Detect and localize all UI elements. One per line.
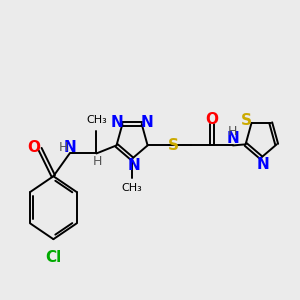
Text: H: H: [58, 141, 68, 154]
Text: N: N: [226, 131, 239, 146]
Text: N: N: [141, 115, 153, 130]
Text: O: O: [27, 140, 40, 155]
Text: N: N: [111, 115, 124, 130]
Text: N: N: [127, 158, 140, 173]
Text: N: N: [63, 140, 76, 155]
Text: H: H: [93, 154, 103, 168]
Text: S: S: [241, 113, 252, 128]
Text: CH₃: CH₃: [122, 183, 142, 193]
Text: CH₃: CH₃: [86, 116, 107, 125]
Text: H: H: [228, 125, 238, 138]
Text: S: S: [168, 138, 179, 153]
Text: O: O: [206, 112, 219, 127]
Text: N: N: [256, 157, 269, 172]
Text: Cl: Cl: [45, 250, 62, 266]
